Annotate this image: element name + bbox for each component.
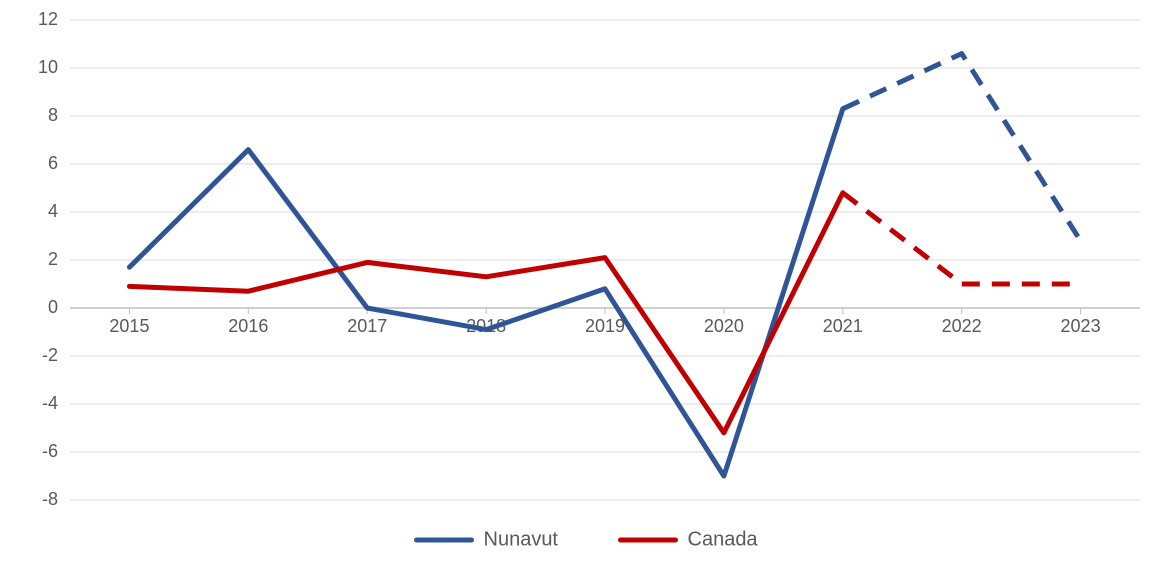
y-tick-label: 6: [48, 153, 58, 173]
legend-label-nunavut: Nunavut: [484, 528, 559, 550]
y-tick-label: 4: [48, 201, 58, 221]
x-tick-label: 2022: [942, 316, 982, 336]
legend-label-canada: Canada: [688, 528, 759, 550]
chart-svg: -8-6-4-202468101220152016201720182019202…: [0, 0, 1170, 570]
y-tick-label: 0: [48, 297, 58, 317]
y-tick-label: 8: [48, 105, 58, 125]
y-tick-label: 12: [38, 9, 58, 29]
y-tick-label: -2: [42, 345, 58, 365]
x-tick-label: 2020: [704, 316, 744, 336]
y-tick-label: -8: [42, 489, 58, 509]
x-tick-label: 2019: [585, 316, 625, 336]
x-tick-label: 2023: [1061, 316, 1101, 336]
x-tick-label: 2021: [823, 316, 863, 336]
x-tick-label: 2015: [109, 316, 149, 336]
x-tick-label: 2017: [347, 316, 387, 336]
line-chart: -8-6-4-202468101220152016201720182019202…: [0, 0, 1170, 570]
y-tick-label: -4: [42, 393, 58, 413]
y-tick-label: 2: [48, 249, 58, 269]
y-tick-label: 10: [38, 57, 58, 77]
x-tick-label: 2016: [228, 316, 268, 336]
y-tick-label: -6: [42, 441, 58, 461]
